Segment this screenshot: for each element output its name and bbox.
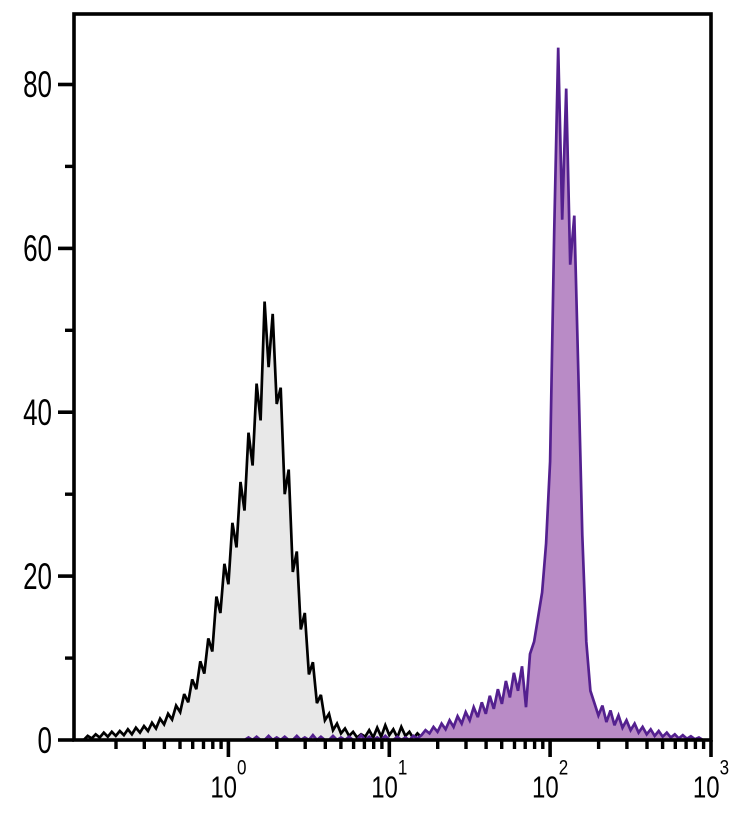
y-axis-tick-label: 40 <box>23 390 52 434</box>
x-axis-tick-label: 101 <box>371 756 407 806</box>
x-axis-tick-label: 102 <box>532 756 568 806</box>
x-tick-exponent: 2 <box>558 755 569 780</box>
x-tick-exponent: 1 <box>397 755 408 780</box>
y-axis-tick-label: 80 <box>23 63 52 106</box>
x-axis-tick-label: 100 <box>210 756 246 806</box>
purple-outline-purple-histogram-curve <box>243 47 704 742</box>
y-axis-tick-label: 0 <box>37 718 52 762</box>
x-tick-exponent: 3 <box>719 755 730 780</box>
x-tick-exponent: 0 <box>237 755 247 780</box>
x-tick-base: 10 <box>210 770 238 806</box>
x-tick-base: 10 <box>371 770 398 806</box>
y-axis-tick-label: 60 <box>23 227 52 270</box>
plot-frame <box>72 12 713 742</box>
black-outline-gray-histogram-curve <box>80 301 427 742</box>
x-tick-base: 10 <box>692 770 720 806</box>
x-tick-base: 10 <box>532 770 559 806</box>
x-axis-tick-label: 103 <box>692 756 729 806</box>
y-axis-tick-label: 20 <box>23 554 52 598</box>
